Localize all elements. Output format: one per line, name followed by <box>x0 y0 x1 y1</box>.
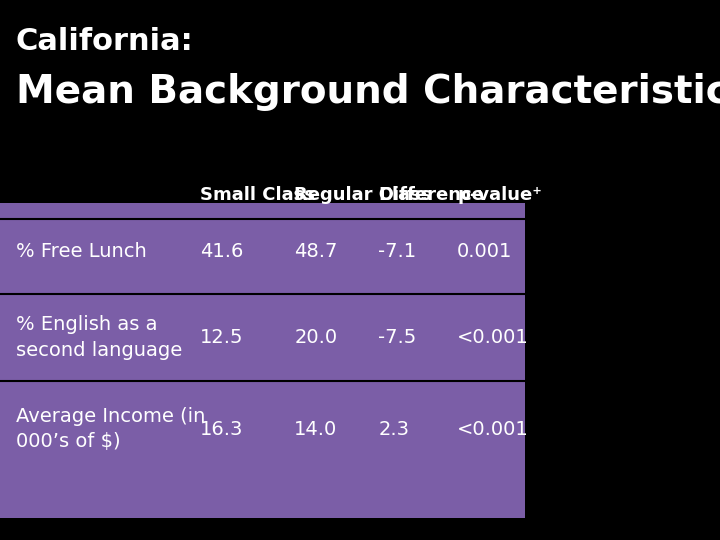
Text: <0.001: <0.001 <box>457 328 528 347</box>
Text: -7.5: -7.5 <box>378 328 417 347</box>
FancyBboxPatch shape <box>0 202 526 518</box>
Text: 0.001: 0.001 <box>457 241 513 261</box>
Text: Mean Background Characteristics: Mean Background Characteristics <box>16 73 720 111</box>
Text: <0.001: <0.001 <box>457 420 528 439</box>
Text: 20.0: 20.0 <box>294 328 338 347</box>
Text: 12.5: 12.5 <box>199 328 243 347</box>
Text: 48.7: 48.7 <box>294 241 338 261</box>
Text: -7.1: -7.1 <box>378 241 416 261</box>
Text: 41.6: 41.6 <box>199 241 243 261</box>
Text: p-value⁺: p-value⁺ <box>457 186 542 205</box>
Text: Average Income (in
000’s of $): Average Income (in 000’s of $) <box>16 407 205 451</box>
Text: % Free Lunch: % Free Lunch <box>16 241 146 261</box>
Text: Regular Class: Regular Class <box>294 186 431 205</box>
Text: % English as a
second language: % English as a second language <box>16 315 182 360</box>
Text: Difference: Difference <box>378 186 484 205</box>
Text: 16.3: 16.3 <box>199 420 243 439</box>
Text: 14.0: 14.0 <box>294 420 338 439</box>
Text: California:: California: <box>16 27 194 56</box>
Text: 2.3: 2.3 <box>378 420 409 439</box>
Text: Small Class: Small Class <box>199 186 315 205</box>
